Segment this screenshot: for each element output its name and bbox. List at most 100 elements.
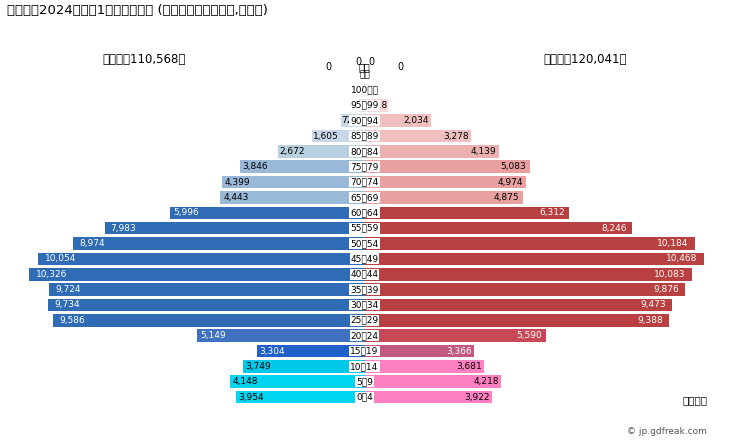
Text: 3,846: 3,846 (242, 162, 268, 171)
Bar (230, 376, 364, 388)
Text: 4,974: 4,974 (497, 178, 523, 186)
Text: 85～89: 85～89 (351, 132, 378, 141)
Bar (359, 99, 364, 112)
Text: 9,734: 9,734 (55, 300, 80, 309)
Text: 80～84: 80～84 (351, 147, 378, 156)
Bar (364, 253, 704, 265)
Text: 0: 0 (368, 57, 374, 67)
Bar (364, 84, 369, 96)
Text: 3,304: 3,304 (260, 347, 285, 356)
Text: 60～64: 60～64 (351, 208, 378, 217)
Text: 男性計：110,568人: 男性計：110,568人 (102, 53, 185, 66)
Bar (364, 114, 431, 127)
Text: 70～74: 70～74 (351, 178, 378, 186)
Bar (364, 345, 474, 357)
Text: 718: 718 (370, 101, 387, 110)
Bar (364, 176, 526, 188)
Text: 10,326: 10,326 (36, 270, 67, 279)
Text: 40～44: 40～44 (351, 270, 378, 279)
Bar (364, 268, 692, 280)
Bar (222, 176, 364, 188)
Bar (170, 206, 364, 219)
Text: 3,278: 3,278 (443, 132, 469, 141)
Bar (364, 299, 672, 311)
Text: 9,473: 9,473 (640, 300, 666, 309)
Bar (364, 161, 529, 173)
Bar (49, 283, 364, 296)
Bar (364, 145, 499, 158)
Text: 0～4: 0～4 (356, 392, 373, 402)
Text: 3,922: 3,922 (464, 392, 489, 402)
Text: 8,246: 8,246 (601, 224, 627, 233)
Bar (278, 145, 364, 158)
Text: 10,083: 10,083 (654, 270, 685, 279)
Text: 170: 170 (359, 101, 376, 110)
Text: 3,749: 3,749 (245, 362, 270, 371)
Text: 8,974: 8,974 (79, 239, 104, 248)
Text: 15～19: 15～19 (351, 347, 378, 356)
Text: 不詳: 不詳 (359, 62, 370, 72)
Text: 4,139: 4,139 (471, 147, 496, 156)
Text: 5,996: 5,996 (174, 208, 200, 217)
Text: © jp.gdfreak.com: © jp.gdfreak.com (627, 427, 707, 436)
Text: 6,312: 6,312 (539, 208, 566, 217)
Bar (48, 299, 364, 311)
Text: 女性計：120,041人: 女性計：120,041人 (543, 53, 627, 66)
Bar (105, 222, 364, 235)
Text: 3,681: 3,681 (456, 362, 482, 371)
Text: 5,083: 5,083 (501, 162, 526, 171)
Bar (236, 391, 364, 404)
Text: 5,149: 5,149 (200, 331, 226, 340)
Text: 25～29: 25～29 (351, 316, 378, 325)
Text: 2,672: 2,672 (279, 147, 305, 156)
Text: 10,054: 10,054 (44, 255, 76, 263)
Text: 50～54: 50～54 (351, 239, 378, 248)
Bar (364, 329, 546, 342)
Text: 3,954: 3,954 (238, 392, 265, 402)
Text: 95～99: 95～99 (351, 101, 378, 110)
Bar (364, 130, 471, 142)
Bar (243, 360, 364, 373)
Text: 不詳: 不詳 (359, 70, 370, 79)
Text: 4,443: 4,443 (223, 193, 249, 202)
Text: 20～24: 20～24 (351, 331, 378, 340)
Bar (364, 191, 523, 204)
Bar (73, 237, 364, 250)
Text: 渋谷区の2024年１月1日の人口構成 (住民基本台帳ベース,総人口): 渋谷区の2024年１月1日の人口構成 (住民基本台帳ベース,総人口) (7, 4, 268, 17)
Text: 9,876: 9,876 (653, 285, 679, 294)
Text: 10,184: 10,184 (658, 239, 689, 248)
Text: 4,148: 4,148 (233, 377, 258, 386)
Bar (341, 114, 364, 127)
Text: 5～9: 5～9 (356, 377, 373, 386)
Bar (364, 376, 502, 388)
Text: 30～34: 30～34 (351, 300, 378, 309)
Text: 2,034: 2,034 (404, 116, 429, 125)
Bar (257, 345, 364, 357)
Text: 729: 729 (341, 116, 359, 125)
Text: 100歳～: 100歳～ (351, 85, 378, 94)
Text: 9,388: 9,388 (638, 316, 663, 325)
Bar (364, 222, 632, 235)
Text: 75～79: 75～79 (351, 162, 378, 171)
Text: 0: 0 (355, 57, 361, 67)
Text: 23: 23 (364, 85, 375, 94)
Text: 0: 0 (397, 62, 403, 72)
Bar (364, 237, 695, 250)
Text: 35～39: 35～39 (351, 285, 378, 294)
Bar (313, 130, 364, 142)
Text: 4,399: 4,399 (225, 178, 250, 186)
Bar (364, 99, 388, 112)
Text: 10,468: 10,468 (666, 255, 698, 263)
Text: 4,875: 4,875 (494, 193, 520, 202)
Bar (364, 283, 685, 296)
Bar (364, 360, 484, 373)
Text: 3,366: 3,366 (446, 347, 472, 356)
Bar (53, 314, 364, 327)
Bar (240, 161, 364, 173)
Text: 0: 0 (326, 62, 332, 72)
Text: 65～69: 65～69 (351, 193, 378, 202)
Bar (29, 268, 365, 280)
Text: 単位：人: 単位：人 (682, 395, 707, 405)
Text: 4,218: 4,218 (473, 377, 499, 386)
Text: 1,605: 1,605 (313, 132, 339, 141)
